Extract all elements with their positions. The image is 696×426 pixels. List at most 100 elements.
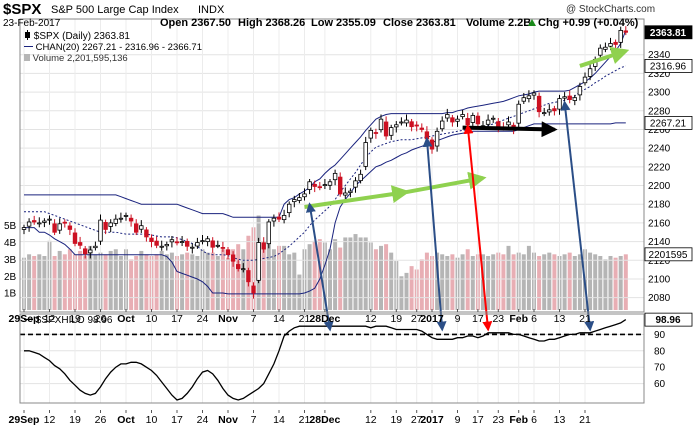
volume-bar xyxy=(287,254,292,310)
volume-bar xyxy=(83,256,88,310)
candle-body xyxy=(139,225,144,230)
stockcharts-watermark: @ StockCharts.com xyxy=(566,4,656,15)
volume-bar xyxy=(409,266,414,310)
x-tick-label: 6 xyxy=(531,313,537,325)
candle-body xyxy=(164,243,169,247)
volume-bar xyxy=(220,249,225,310)
price-axis-label: 2100 xyxy=(648,274,671,285)
candle-body xyxy=(414,124,419,127)
volume-bar xyxy=(42,256,47,310)
candle-body xyxy=(470,115,475,123)
volume-bar xyxy=(236,244,241,310)
x-tick-label: 21 xyxy=(299,313,311,325)
volume-bar xyxy=(241,249,246,310)
price-axis-label: 2320 xyxy=(648,69,671,80)
price-axis-label: 2120 xyxy=(648,256,671,267)
legend-hilo-label: $SPXHILO 98.96 xyxy=(35,315,113,326)
candle-body xyxy=(378,118,384,131)
volume-bar xyxy=(32,256,37,310)
price-axis-label: 2180 xyxy=(648,200,671,211)
candle-body xyxy=(388,127,394,136)
volume-bar xyxy=(593,254,598,310)
candle-body xyxy=(205,238,210,242)
x-tick-label: 12 xyxy=(365,313,377,325)
last-value-tag xyxy=(644,116,693,130)
x-tick-label: 14 xyxy=(273,313,285,325)
price-axis-label: 2260 xyxy=(648,125,671,136)
hilo-axis-label: 90 xyxy=(654,330,666,341)
candle-body xyxy=(363,142,368,167)
candle-body xyxy=(297,197,302,201)
price-candles xyxy=(21,26,628,299)
candle-body xyxy=(455,118,460,122)
candle-body xyxy=(557,98,562,110)
candle-body xyxy=(266,221,271,245)
volume-bar xyxy=(88,245,93,310)
candle-body xyxy=(404,119,409,124)
hilo-panel-frame xyxy=(19,313,645,404)
candle-body xyxy=(475,115,481,125)
candle-body xyxy=(460,114,465,118)
volume-value: Volume 2.2B xyxy=(466,17,532,29)
candle-legend-icon xyxy=(24,30,31,40)
x-tick-label: 23 xyxy=(492,414,504,426)
candle-body xyxy=(256,242,261,281)
candle-body xyxy=(536,95,542,113)
x-tick-label: 19 xyxy=(390,313,402,325)
volume-axis-label: 4B xyxy=(4,238,17,249)
gridlines xyxy=(20,19,644,403)
candle-body xyxy=(190,246,195,249)
volume-bar xyxy=(542,254,547,310)
volume-bar xyxy=(164,254,169,310)
candle-body xyxy=(516,103,521,124)
candle-body xyxy=(439,120,445,130)
candle-body xyxy=(108,222,113,227)
x-tick-label: Feb xyxy=(509,313,528,325)
candle-body xyxy=(195,242,200,247)
candle-body xyxy=(307,181,312,190)
volume-bar xyxy=(389,252,394,310)
price-panel-frame xyxy=(19,18,645,313)
candle-body xyxy=(230,254,236,262)
candle-body xyxy=(128,217,134,222)
volume-bar xyxy=(445,256,450,310)
price-axis-label: 2160 xyxy=(648,218,671,229)
candle-body xyxy=(72,232,78,244)
volume-bar xyxy=(328,249,332,310)
last-value-text: 2316.96 xyxy=(650,61,687,72)
price-axis-label: 2280 xyxy=(648,106,671,117)
x-tick-label: 26 xyxy=(95,414,107,426)
hilo-axis-label: 60 xyxy=(654,379,666,390)
x-tick-label: Nov xyxy=(218,313,238,325)
x-tick-label: Oct xyxy=(117,414,135,426)
candle-body xyxy=(490,117,496,120)
candle-body xyxy=(210,240,215,248)
volume-bar xyxy=(562,254,567,310)
candle-body xyxy=(113,218,118,224)
x-tick-label: 10 xyxy=(146,414,158,426)
volume-bar xyxy=(78,250,83,310)
volume-bar xyxy=(113,249,118,310)
volume-bar xyxy=(118,256,123,310)
volume-bar xyxy=(129,259,134,310)
candle-body xyxy=(368,129,373,139)
volume-bar xyxy=(623,254,628,310)
candle-body xyxy=(577,86,583,96)
x-tick-label: 24 xyxy=(197,313,209,325)
candle-body xyxy=(154,240,159,246)
volume-bar xyxy=(567,252,572,310)
candle-body xyxy=(241,268,246,271)
x-tick-label: 12 xyxy=(44,313,56,325)
volume-bar xyxy=(598,256,603,310)
x-tick-label: 26 xyxy=(95,313,107,325)
volume-bar xyxy=(312,240,317,310)
x-tick-label: 17 xyxy=(472,414,484,426)
candle-body xyxy=(572,97,577,101)
green-trend-arrow xyxy=(304,185,411,209)
volume-bar xyxy=(552,254,557,310)
candle-body xyxy=(409,121,414,128)
candle-body xyxy=(542,112,547,115)
volume-bar xyxy=(343,237,348,310)
candle-body xyxy=(42,220,47,223)
candle-body xyxy=(225,249,231,256)
